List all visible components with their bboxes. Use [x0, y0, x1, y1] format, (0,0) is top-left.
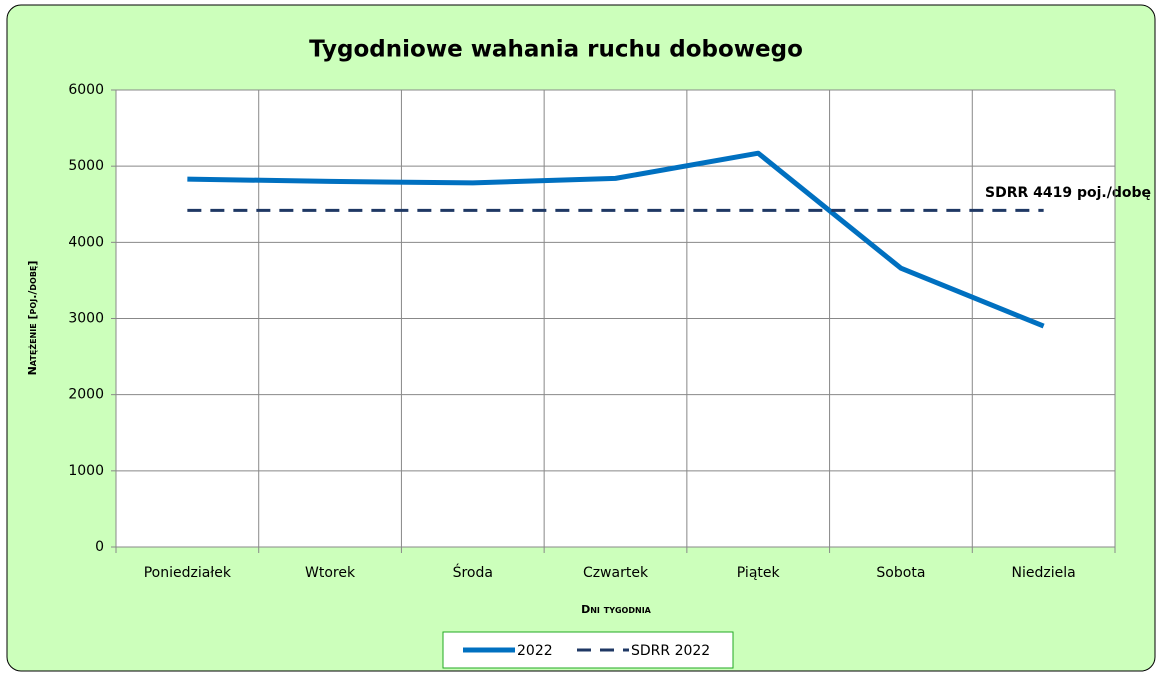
y-tick-label: 0 — [95, 539, 104, 555]
chart-title: Tygodniowe wahania ruchu dobowego — [309, 37, 803, 63]
y-tick-label: 1000 — [68, 463, 104, 479]
x-tick-label: Sobota — [876, 565, 925, 581]
legend-label: 2022 — [517, 643, 553, 659]
x-axis-label: Dni tygodnia — [581, 603, 652, 616]
x-tick-label: Czwartek — [583, 565, 649, 581]
y-tick-label: 3000 — [68, 311, 104, 327]
y-tick-label: 6000 — [68, 82, 104, 98]
annotation: SDRR 4419 poj./dobę — [985, 185, 1151, 201]
x-tick-label: Niedziela — [1012, 565, 1076, 581]
legend-label: SDRR 2022 — [631, 643, 710, 659]
y-tick-label: 5000 — [68, 158, 104, 174]
x-tick-label: Wtorek — [305, 565, 356, 581]
y-axis-label: Natężenie [poj./dobę] — [26, 261, 39, 376]
series-line — [187, 150, 1045, 329]
x-tick-label: Piątek — [737, 565, 781, 581]
y-tick-label: 4000 — [68, 234, 104, 250]
x-tick-label: Poniedziałek — [144, 565, 232, 581]
y-tick-label: 2000 — [68, 387, 104, 403]
x-tick-label: Środa — [453, 563, 493, 581]
